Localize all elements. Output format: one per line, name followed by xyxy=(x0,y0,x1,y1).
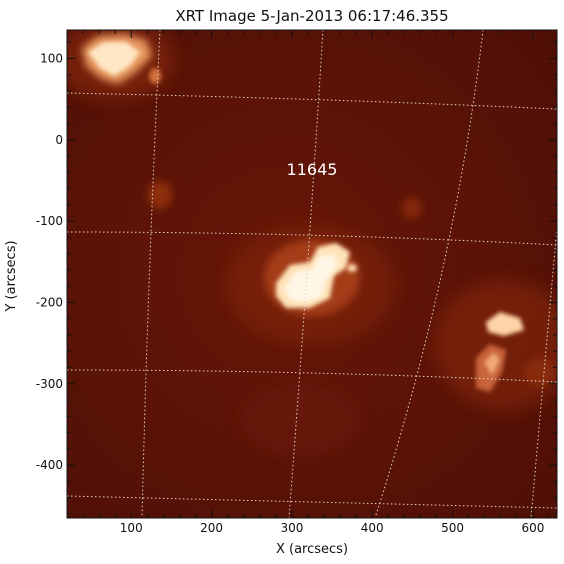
y-tick-label: -300 xyxy=(36,377,63,391)
active-region-number: 11645 xyxy=(287,160,338,179)
central-active-region xyxy=(264,240,360,316)
plot-frame xyxy=(66,29,558,519)
y-tick-label: 0 xyxy=(55,133,63,147)
y-axis: 100 0 -100 -200 -300 -400 xyxy=(36,41,557,515)
y-axis-label: Y (arcsecs) xyxy=(4,240,19,312)
y-tick-label: -100 xyxy=(36,214,63,228)
x-tick-label: 300 xyxy=(280,521,303,535)
right-active-region xyxy=(476,312,556,392)
x-tick-label: 200 xyxy=(200,521,223,535)
solar-image: 11645 xyxy=(67,30,557,518)
image-title: XRT Image 5-Jan-2013 06:17:46.355 xyxy=(175,7,448,25)
x-tick-label: 400 xyxy=(361,521,384,535)
heliographic-grid xyxy=(67,30,557,518)
y-tick-label: -200 xyxy=(36,295,63,309)
x-axis: 100 200 300 400 500 600 xyxy=(66,30,550,535)
x-tick-label: 100 xyxy=(120,521,143,535)
y-tick-label: -400 xyxy=(36,458,63,472)
x-axis-label: X (arcsecs) xyxy=(276,542,348,557)
top-left-active-region xyxy=(82,34,161,84)
x-tick-label: 500 xyxy=(441,521,464,535)
x-tick-label: 600 xyxy=(521,521,544,535)
y-tick-label: 100 xyxy=(40,51,63,65)
